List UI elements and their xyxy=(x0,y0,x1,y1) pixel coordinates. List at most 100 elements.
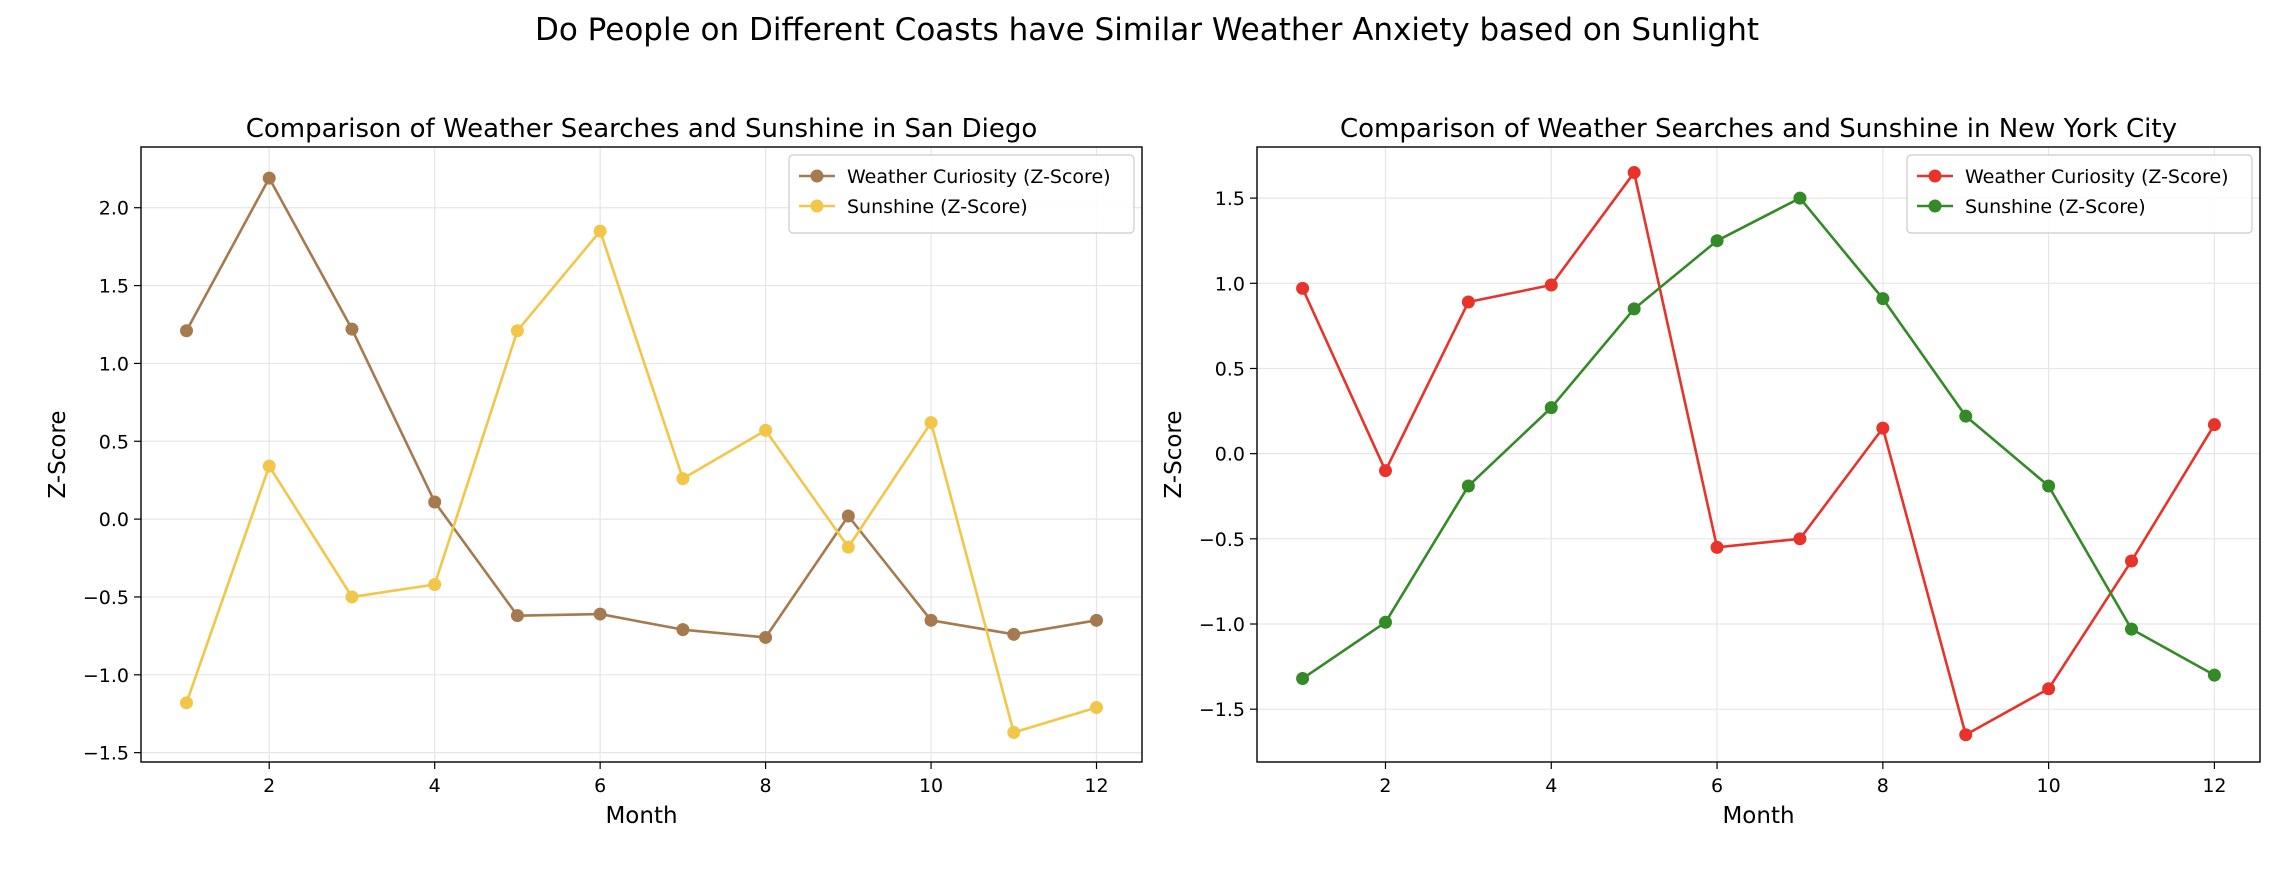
data-point xyxy=(1378,615,1392,629)
data-point xyxy=(2042,479,2056,493)
data-point xyxy=(1793,191,1807,205)
legend-marker xyxy=(1928,169,1942,183)
data-point xyxy=(1710,540,1724,554)
x-tick-label: 6 xyxy=(594,775,606,797)
data-point xyxy=(759,423,773,437)
legend: Weather Curiosity (Z-Score) Sunshine (Z-S… xyxy=(1906,154,2253,234)
data-point xyxy=(2042,682,2056,696)
y-tick-label: −1.5 xyxy=(1199,699,1245,721)
x-tick-label: 12 xyxy=(1084,775,1108,797)
y-axis-label: Z-Score xyxy=(45,410,71,498)
data-point xyxy=(2207,418,2221,432)
legend-marker xyxy=(810,199,824,213)
data-point xyxy=(1090,701,1103,715)
y-tick-label: 1.5 xyxy=(99,276,129,298)
data-point xyxy=(1959,728,1973,742)
x-tick-label: 8 xyxy=(1877,775,1889,797)
y-tick-label: 0.5 xyxy=(99,431,129,453)
data-point xyxy=(759,630,773,644)
data-point xyxy=(676,472,690,486)
y-axis-label: Z-Score xyxy=(1161,410,1187,498)
data-point xyxy=(180,324,193,338)
chart-panel-2: 2 4 6 8 10 12 −1.5 −1.0 −0.5 0.0 0.5 1.0 1.5 Comparis… xyxy=(1161,114,2261,829)
data-point xyxy=(841,509,855,523)
data-point xyxy=(1710,234,1724,248)
data-point xyxy=(841,540,855,554)
data-point xyxy=(1007,627,1021,641)
x-tick-label: 10 xyxy=(2037,775,2061,797)
chart-title: Comparison of Weather Searches and Sunsh… xyxy=(246,114,1038,144)
y-tick-label: 1.5 xyxy=(1215,188,1245,210)
y-tick-label: −0.5 xyxy=(1199,529,1245,551)
data-point xyxy=(1876,421,1890,435)
y-tick-label: 0.0 xyxy=(99,509,129,531)
data-point xyxy=(1090,613,1103,627)
data-point xyxy=(1296,672,1310,686)
data-point xyxy=(1876,292,1890,306)
data-point xyxy=(1544,278,1558,292)
chart-title: Comparison of Weather Searches and Sunsh… xyxy=(1340,114,2177,144)
series-line-1 xyxy=(185,176,1097,639)
data-point xyxy=(262,171,276,185)
data-point xyxy=(345,590,359,604)
data-point xyxy=(428,495,442,509)
x-tick-label: 4 xyxy=(429,775,441,797)
series-line-2 xyxy=(1301,196,2216,680)
data-point xyxy=(1793,532,1807,546)
data-point xyxy=(1959,409,1973,423)
x-tick-label: 4 xyxy=(1545,775,1557,797)
data-point xyxy=(1544,401,1558,415)
data-point xyxy=(262,459,276,473)
data-point xyxy=(924,613,938,627)
legend-box xyxy=(788,154,1135,234)
data-point xyxy=(510,609,524,623)
data-point xyxy=(1461,295,1475,309)
legend-marker xyxy=(810,169,824,183)
legend-entry: Weather Curiosity (Z-Score) xyxy=(1965,166,2229,188)
legend: Weather Curiosity (Z-Score) Sunshine (Z-S… xyxy=(788,154,1135,234)
legend-entry: Sunshine (Z-Score) xyxy=(1965,196,2146,218)
series-line-1 xyxy=(1301,171,2216,737)
x-tick-label: 10 xyxy=(919,775,943,797)
data-point xyxy=(593,607,607,621)
legend-entry: Sunshine (Z-Score) xyxy=(847,196,1028,218)
data-point xyxy=(428,578,442,592)
data-point xyxy=(593,224,607,238)
data-point xyxy=(2125,622,2139,636)
x-axis-label: Month xyxy=(605,803,677,829)
data-point xyxy=(510,324,524,338)
y-tick-label: 0.0 xyxy=(1215,444,1245,466)
y-tick-label: 1.0 xyxy=(1215,273,1245,295)
x-tick-label: 6 xyxy=(1711,775,1723,797)
data-point xyxy=(1296,281,1310,295)
legend-marker xyxy=(1928,199,1942,213)
y-tick-label: 0.5 xyxy=(1215,358,1245,380)
series-line-2 xyxy=(185,229,1097,734)
x-tick-label: 8 xyxy=(760,775,772,797)
plot-frame xyxy=(1256,146,2261,763)
data-point xyxy=(2207,668,2221,682)
y-tick-label: −1.0 xyxy=(1199,614,1245,636)
x-tick-label: 12 xyxy=(2202,775,2226,797)
data-point xyxy=(1627,302,1641,316)
data-point xyxy=(924,416,938,430)
legend-entry: Weather Curiosity (Z-Score) xyxy=(847,166,1111,188)
y-tick-label: 1.0 xyxy=(99,353,129,375)
data-point xyxy=(345,322,359,336)
x-tick-label: 2 xyxy=(1379,775,1391,797)
legend-box xyxy=(1906,154,2253,234)
data-point xyxy=(2125,554,2139,568)
x-axis-label: Month xyxy=(1722,803,1794,829)
data-point xyxy=(676,623,690,637)
data-point xyxy=(1627,166,1641,180)
y-tick-label: 2.0 xyxy=(99,198,129,220)
y-tick-label: −0.5 xyxy=(83,587,129,609)
y-tick-label: −1.5 xyxy=(83,743,129,765)
data-point xyxy=(1007,725,1021,739)
x-tick-label: 2 xyxy=(263,775,275,797)
plot-frame xyxy=(140,146,1143,763)
data-point xyxy=(1461,479,1475,493)
figure-title: Do People on Different Coasts have Simil… xyxy=(534,12,1760,48)
data-point xyxy=(1378,464,1392,478)
